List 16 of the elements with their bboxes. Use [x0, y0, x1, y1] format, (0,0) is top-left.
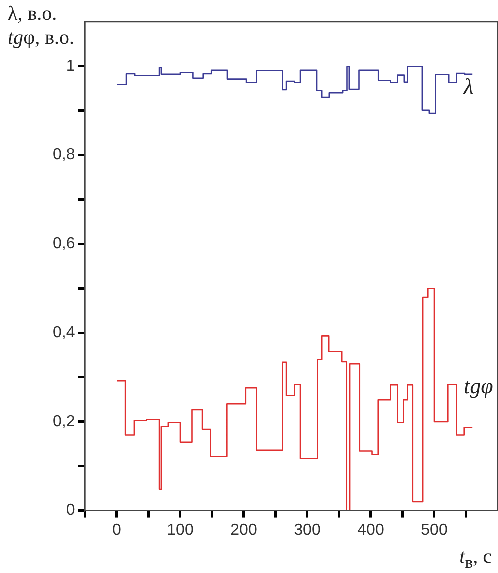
x-tick-label: 100 — [167, 522, 194, 539]
y-tick-label: 0,2 — [52, 413, 76, 430]
series-label: λ — [463, 74, 474, 100]
x-tick-label: 500 — [421, 522, 448, 539]
x-tick-label: 300 — [294, 522, 321, 539]
y-tick-label: 0,8 — [52, 146, 76, 164]
x-axis-title: t$_{в}$, с — [460, 546, 492, 573]
y-tick-label: 0 — [66, 502, 76, 520]
series-label: tgφ — [464, 373, 494, 398]
y-tick-label: 1 — [66, 58, 76, 75]
y-axis-title: λ, в.о. tgφ, в.о. — [8, 2, 75, 50]
x-tick-label: 200 — [230, 522, 258, 539]
y-tick-label: 0,4 — [52, 324, 76, 342]
y-tick-label: 0,6 — [52, 236, 76, 253]
x-tick-label: 0 — [112, 522, 122, 539]
x-tick-label: 400 — [358, 522, 384, 539]
